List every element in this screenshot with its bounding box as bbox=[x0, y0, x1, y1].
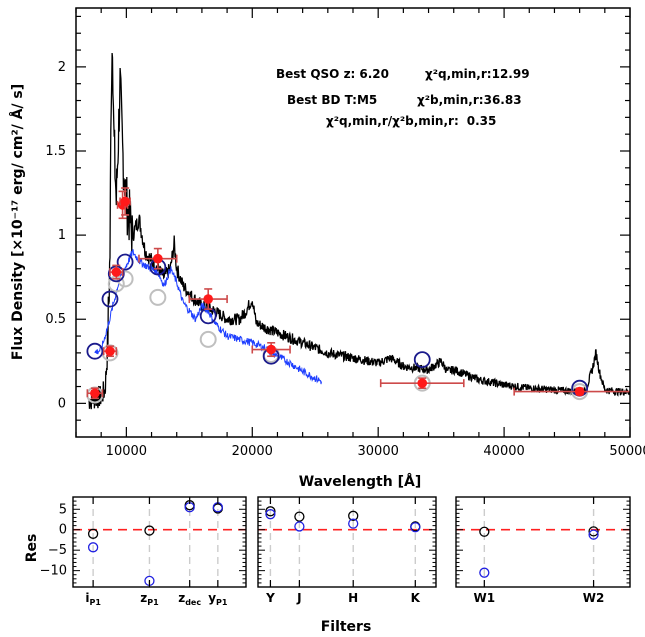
qso-model-point bbox=[86, 342, 104, 360]
qso-model-point bbox=[101, 290, 119, 308]
sed-clipped-content bbox=[86, 52, 630, 410]
bd-residual-point bbox=[294, 511, 305, 522]
x-tick-label: 10000 bbox=[106, 444, 147, 459]
residual-y-tick-label: −10 bbox=[40, 564, 67, 579]
filter-label: H bbox=[348, 591, 358, 605]
filter-label: W2 bbox=[583, 591, 605, 605]
residual-y-tick-label: −5 bbox=[48, 543, 67, 558]
residual-panel-optical: iP1 zP1 zdec yP1 5 0 −5 −10 bbox=[40, 496, 247, 607]
bd-residual-point bbox=[87, 528, 99, 539]
observed-point bbox=[188, 288, 228, 310]
chi2-ratio: χ²q,min,r/χ²b,min,r: 0.35 bbox=[326, 114, 496, 128]
bd-model-point bbox=[149, 288, 167, 306]
residual-panels: iP1 zP1 zdec yP1 5 0 −5 −10 Y J H K W1 W2 bbox=[40, 496, 631, 607]
filter-label: W1 bbox=[474, 591, 496, 605]
filter-label: iP1 bbox=[85, 591, 101, 607]
qso-residual-point bbox=[479, 567, 490, 578]
y-tick-label: 1 bbox=[58, 228, 66, 243]
observed-point bbox=[513, 386, 630, 397]
qso-residual-point bbox=[87, 542, 99, 553]
bd-model-point bbox=[199, 330, 217, 348]
bd-residual-point bbox=[348, 510, 359, 521]
sed-y-axis-title: Flux Density [×10⁻¹⁷ erg/ cm²/ Å/ s] bbox=[9, 84, 26, 360]
fit-annotations: Best QSO z: 6.20 χ²q,min,r:12.99 Best BD … bbox=[276, 67, 530, 128]
y-tick-label: 0 bbox=[58, 396, 66, 411]
observed-point bbox=[138, 247, 178, 270]
x-tick-label: 20000 bbox=[232, 444, 273, 459]
x-tick-label: 30000 bbox=[358, 444, 399, 459]
filter-label: J bbox=[296, 591, 301, 605]
y-tick-label: 2 bbox=[58, 60, 66, 75]
residual-y-axis-title: Res bbox=[24, 534, 40, 563]
filter-label: zdec bbox=[178, 591, 201, 607]
filter-label: zP1 bbox=[140, 591, 159, 607]
sed-x-axis-title: Wavelength [Å] bbox=[299, 473, 421, 490]
filter-label: yP1 bbox=[208, 591, 228, 607]
qso-residual-point bbox=[294, 521, 305, 532]
qso-model-point bbox=[413, 351, 431, 369]
observed-point bbox=[251, 341, 291, 358]
y-tick-label: 0.5 bbox=[45, 312, 66, 327]
residual-x-axis-title: Filters bbox=[321, 619, 372, 635]
qso-model-point bbox=[116, 253, 134, 271]
bd-best-label: Best BD T:M5 bbox=[287, 93, 377, 107]
bd-residual-point bbox=[479, 526, 490, 537]
x-tick-label: 40000 bbox=[483, 444, 524, 459]
qso-template-spectrum bbox=[87, 52, 630, 410]
observed-point bbox=[109, 264, 124, 280]
bd-residual-point bbox=[144, 525, 155, 536]
y-tick-label: 1.5 bbox=[45, 144, 66, 159]
bd-chi2: χ²b,min,r:36.83 bbox=[417, 93, 522, 107]
residual-y-tick-label: 5 bbox=[59, 502, 67, 517]
observed-point bbox=[102, 345, 118, 358]
residual-panel-mid-infrared: W1 W2 bbox=[455, 496, 631, 605]
observed-point bbox=[119, 187, 131, 216]
qso-chi2: χ²q,min,r:12.99 bbox=[425, 67, 530, 81]
observed-point bbox=[379, 377, 465, 390]
filter-label: Y bbox=[265, 591, 275, 605]
bd-residual-point bbox=[588, 526, 599, 537]
qso-residual-point bbox=[265, 509, 276, 520]
filter-label: K bbox=[411, 591, 421, 605]
qso-residual-point bbox=[348, 518, 359, 529]
sed-plot-area bbox=[86, 52, 630, 410]
qso-best-label: Best QSO z: 6.20 bbox=[276, 67, 389, 81]
qso-residual-point bbox=[588, 529, 599, 540]
residual-y-tick-label: 0 bbox=[59, 523, 67, 538]
qso-residual-point bbox=[410, 522, 421, 533]
observed-point bbox=[86, 387, 104, 400]
bd-residual-point bbox=[265, 506, 276, 517]
